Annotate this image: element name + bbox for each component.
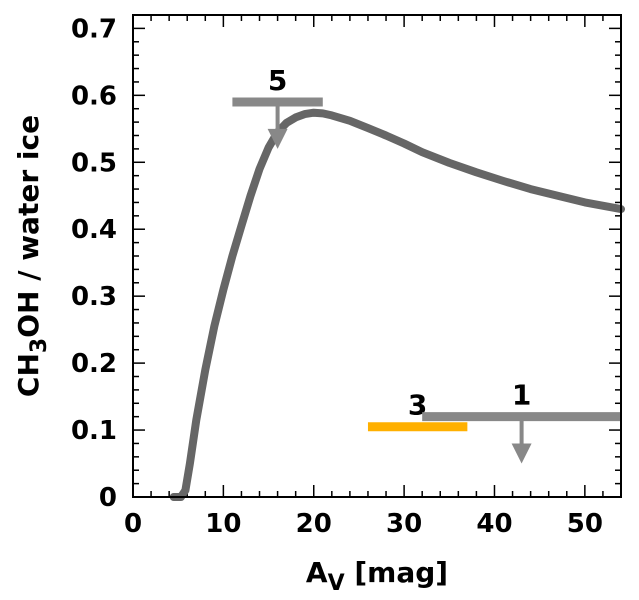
y-tick-label: 0.6 (71, 81, 117, 111)
y-tick-label: 0.3 (71, 282, 117, 312)
y-tick-label: 0.4 (71, 215, 117, 245)
y-tick-label: 0.5 (71, 148, 117, 178)
x-tick-label: 20 (296, 509, 332, 539)
y-tick-labels: 0 0.1 0.2 0.3 0.4 0.5 0.6 0.7 (71, 14, 117, 513)
y-tick-label: 0 (99, 483, 117, 513)
y-axis-title: CH3OH / water ice (12, 115, 52, 397)
y-tick-label: 0.7 (71, 14, 117, 44)
y-tick-label: 0.1 (71, 416, 117, 446)
limit-1: 1 (422, 379, 621, 464)
x-tick-label: 40 (476, 509, 512, 539)
limit-arrow-head-5 (267, 128, 288, 149)
annotations: 53 1 (232, 64, 621, 464)
x-tick-label: 10 (205, 509, 241, 539)
series-line-model (169, 108, 625, 501)
plot-frame (132, 14, 622, 498)
x-tick-label: 0 (124, 509, 142, 539)
limit-5: 5 (232, 64, 323, 149)
x-axis-title: AV [mag] (306, 556, 448, 596)
limit-label-5: 5 (268, 64, 287, 97)
x-tick-label: 30 (386, 509, 422, 539)
x-tick-label: 50 (567, 509, 603, 539)
y-tick-label: 0.2 (71, 349, 117, 379)
limit-arrow-head-1 (511, 443, 532, 464)
limit-label-1: 1 (512, 379, 531, 412)
x-tick-labels: 0 10 20 30 40 50 (124, 509, 603, 539)
